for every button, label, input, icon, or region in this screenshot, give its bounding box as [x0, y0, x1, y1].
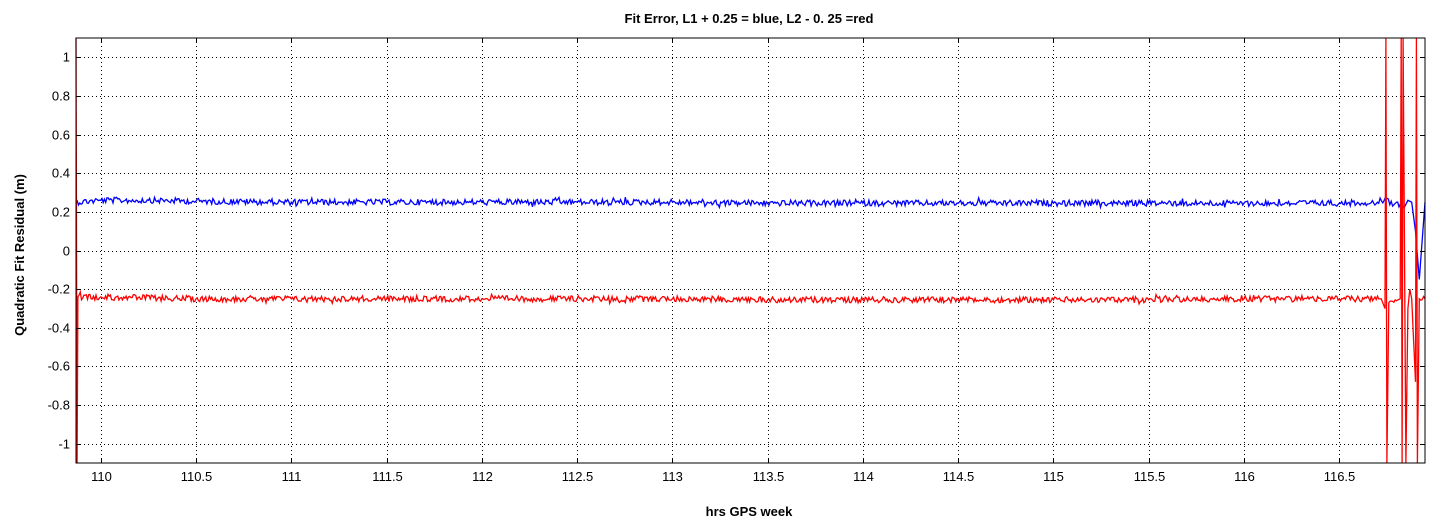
- y-tick-label: 0.6: [52, 128, 70, 143]
- series-line-red: [75, 37, 1426, 464]
- axis-ticks: 110 110.5 111 111.5 112 112.5 113 113.5 114 114.5…: [48, 38, 1425, 484]
- y-tick-label: -0.2: [48, 282, 70, 297]
- x-tick-label: 114.5: [943, 469, 975, 484]
- x-tick-label: 116.5: [1324, 469, 1356, 484]
- x-tick-label: 113: [662, 469, 683, 484]
- x-tick-label: 111: [282, 469, 302, 484]
- x-axis-label: hrs GPS week: [706, 504, 793, 519]
- x-tick-label: 115: [1043, 469, 1064, 484]
- y-tick-label: -0.4: [48, 321, 70, 336]
- series-lines: [75, 37, 1426, 464]
- x-tick-label: 116: [1234, 469, 1255, 484]
- chart-title: Fit Error, L1 + 0.25 = blue, L2 - 0. 25 …: [625, 11, 874, 26]
- x-tick-label: 113.5: [753, 469, 785, 484]
- y-tick-label: 0: [63, 244, 70, 259]
- x-tick-label: 110: [91, 469, 112, 484]
- y-tick-label: 0.4: [52, 166, 70, 181]
- x-tick-label: 112: [472, 469, 493, 484]
- y-tick-label: 1: [63, 50, 70, 65]
- x-tick-label: 115.5: [1134, 469, 1166, 484]
- x-tick-label: 110.5: [181, 469, 213, 484]
- plot-area-frame: [75, 37, 1426, 464]
- x-tick-label: 112.5: [562, 469, 594, 484]
- x-tick-label: 111.5: [372, 469, 403, 484]
- series-line-blue: [75, 195, 1426, 280]
- y-axis-label: Quadratic Fit Residual (m): [12, 174, 27, 336]
- y-tick-label: 0.8: [52, 89, 70, 104]
- y-tick-label: -0.8: [48, 398, 70, 413]
- y-tick-label: -1: [58, 437, 70, 452]
- x-tick-label: 114: [853, 469, 874, 484]
- grid-lines: [76, 38, 1425, 463]
- y-tick-label: 0.2: [52, 205, 70, 220]
- y-tick-label: -0.6: [48, 359, 70, 374]
